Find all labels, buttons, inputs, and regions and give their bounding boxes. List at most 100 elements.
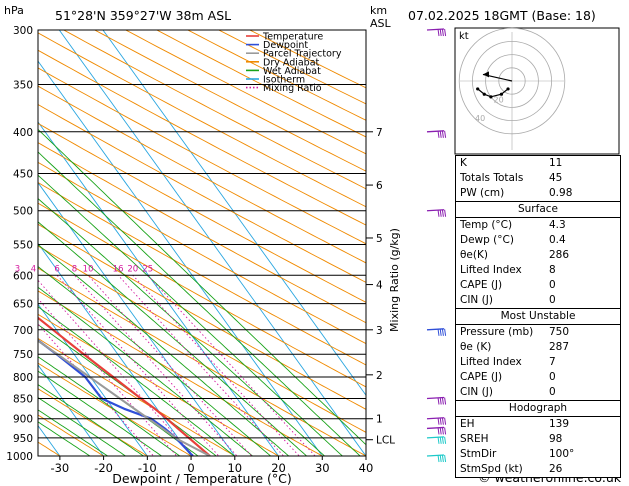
dry-adiabat-line [38,122,366,303]
dry-adiabat-line [93,30,366,172]
index-row: Totals Totals 45 [456,171,620,186]
storm-motion-arrowhead [482,71,489,78]
isotherm-line [38,303,148,456]
temperature-axis: -30 -20 -10 0 10 20 30 40 [50,456,373,475]
hodograph-key: StmSpd (kt) [460,463,523,475]
most-unstable-row: Pressure (mb) 750 [456,325,620,340]
wind-barb-flag [444,209,447,217]
wet-adiabat-line [38,306,236,456]
most-unstable-row: CIN (J) 0 [456,385,620,400]
asl-label: ASL [370,17,392,30]
wind-barb [426,417,447,425]
mixing-ratio-label: 10 [83,264,94,274]
wind-barb-flag [437,28,440,37]
hodograph-trace [476,71,513,99]
mixing-ratio-line [38,279,195,456]
hodograph-ring-label: 20 [494,95,504,104]
km-tick-label: 4 [376,280,383,292]
wet-adiabat-line [38,356,181,456]
surface-key: θe(K) [460,249,488,261]
wind-barb-flag [437,397,440,405]
hodograph-frame [454,27,620,155]
most-unstable-value: 0 [549,386,556,398]
most-unstable-row: CAPE (J) 0 [456,370,620,385]
mixing-ratio-line [117,274,285,456]
pressure-tick-label: 650 [13,299,33,311]
wind-barb-flag [439,454,442,463]
most-unstable-row: Lifted Index 7 [456,355,620,370]
pressure-tick-label: 900 [13,414,33,426]
wind-barb-flag [439,130,442,138]
km-label: km [370,4,387,17]
dry-adiabat-line [62,30,366,190]
most-unstable-key: θe (K) [460,341,492,353]
dry-adiabat-line [38,313,280,456]
legend-label: Wet Adiabat [263,66,321,77]
hodograph-rows: EH 139 SREH 98 StmDir 100° StmSpd (kt) 26 [456,417,620,477]
index-key: K [460,157,467,169]
wind-barb-flag [444,454,447,463]
wind-barb-flag [439,397,442,405]
index-key: Totals Totals [460,172,524,184]
x-tick-label: -10 [138,461,157,475]
km-tick-label: 6 [376,180,383,192]
isotherm-line [38,60,323,456]
wind-barb-flag [444,130,447,138]
dewpoint-line [38,339,194,456]
wind-barb-flag [439,28,442,37]
wind-barb-flag [439,427,442,435]
wind-barb [426,328,447,336]
hodograph-point [506,87,510,91]
wind-barb [426,28,447,37]
background-lines [38,30,366,456]
legend-label: Temperature [262,32,323,43]
dry-adiabat-line [38,142,366,324]
wind-barb-flag [444,427,447,435]
wind-barb-shaft [426,130,445,133]
most-unstable-value: 7 [549,356,556,368]
x-tick-label: 30 [315,461,330,475]
hodograph-point [499,92,504,96]
wind-barb-flag [444,397,447,405]
x-tick-label: 0 [187,461,194,475]
surface-key: CIN (J) [460,294,493,306]
indices-rows: K 11 Totals Totals 45 PW (cm) 0.98 [456,156,620,201]
pressure-axis: 300 350 400 450 500 550 600 650 700 750 800 850 900 9… [6,25,33,463]
dry-adiabat-line [124,30,366,155]
surface-rows: Temp (°C) 4.3 Dewp (°C) 0.4 θe(K) 286 Lifted I… [456,218,620,308]
wind-barb-shaft [426,28,445,31]
mixing-ratio-label: 25 [142,264,153,274]
surface-row: Dewp (°C) 0.4 [456,233,620,248]
surface-row: θe(K) 286 [456,248,620,263]
hpa-label: hPa [4,4,24,17]
mixing-ratio-line [147,274,316,456]
pressure-tick-label: 600 [13,270,33,282]
wind-barb-flag [439,417,442,425]
pressure-tick-label: 450 [13,168,33,180]
most-unstable-key: Pressure (mb) [460,326,534,338]
wind-barb [426,436,447,444]
isotherm-line [38,364,105,456]
dry-adiabat-line [38,104,366,283]
pressure-tick-label: 400 [13,127,33,139]
index-value: 11 [549,157,563,169]
wind-barb-flag [439,328,442,336]
mixing-ratio-label: 16 [113,264,124,274]
indices-table: K 11 Totals Totals 45 PW (cm) 0.98 Surface Te… [455,155,621,478]
dry-adiabat-line [38,267,366,456]
wet-adiabat-line [38,384,145,456]
hodograph-key: EH [460,418,475,430]
most-unstable-value: 750 [549,326,570,338]
legend-label: Parcel Trajectory [263,49,342,60]
dry-adiabat-line [38,388,149,456]
hodograph-title: Hodograph [456,401,620,417]
x-tick-label: -30 [50,461,69,475]
surface-row: CIN (J) 0 [456,293,620,308]
surface-row: CAPE (J) 0 [456,278,620,293]
wind-barb-shaft [426,328,445,331]
wind-barb-flag [437,436,440,444]
wind-barbs [426,28,447,463]
dry-adiabat-line [38,161,366,345]
